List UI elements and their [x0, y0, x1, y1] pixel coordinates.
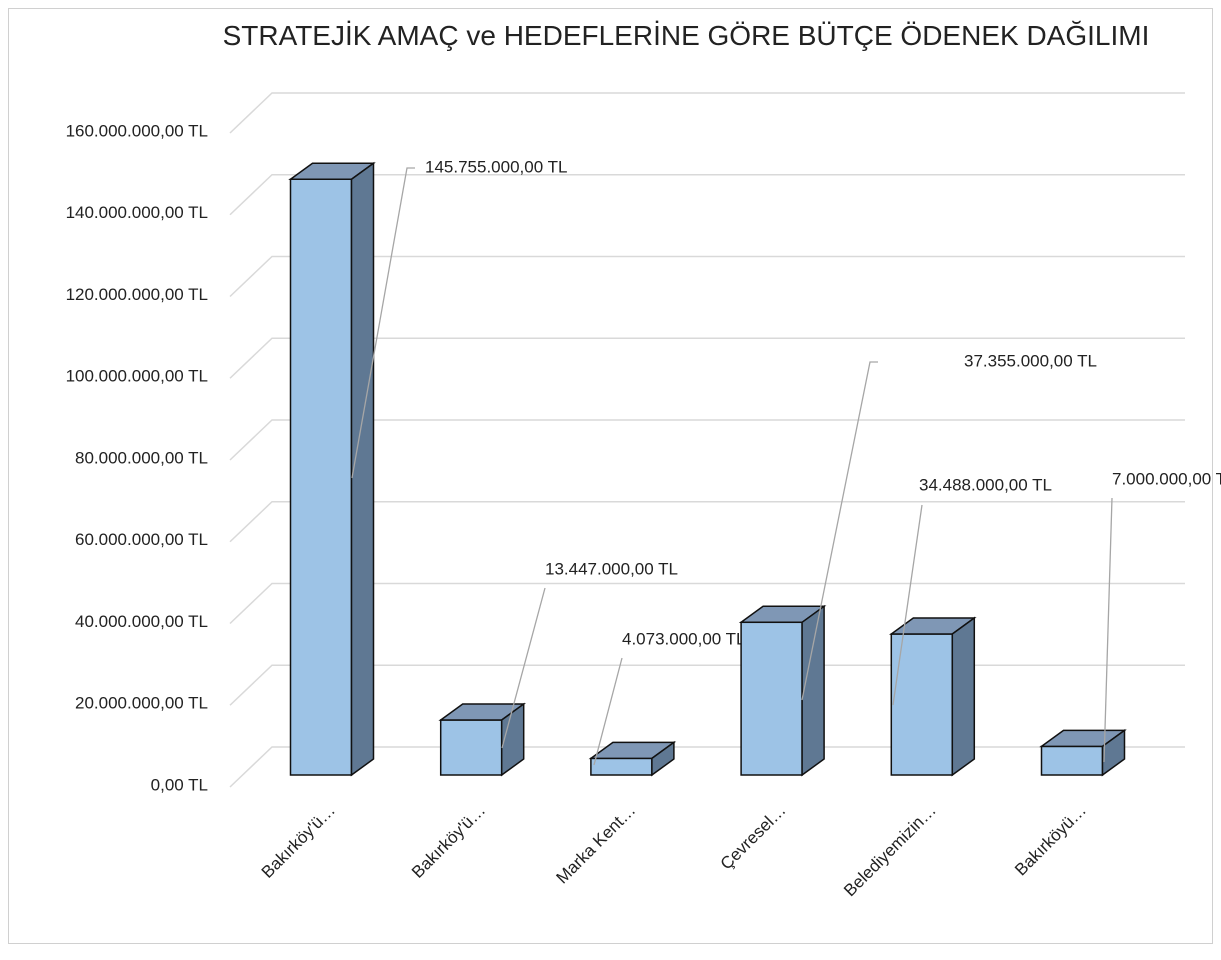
y-tick-label: 160.000.000,00 TL [66, 121, 208, 140]
grid-line [229, 746, 1185, 788]
data-label: 37.355.000,00 TL [964, 351, 1097, 370]
bar-side [651, 740, 675, 777]
grid-line [229, 255, 1185, 298]
bar-front [890, 633, 954, 776]
y-tick-label: 140.000.000,00 TL [66, 203, 208, 222]
bar-front [1040, 745, 1104, 776]
y-tick-label: 100.000.000,00 TL [66, 367, 208, 386]
grid-line [229, 501, 1185, 543]
leader-line [593, 657, 623, 766]
y-tick-label: 80.000.000,00 TL [75, 448, 208, 467]
y-tick-label: 20.000.000,00 TL [75, 694, 208, 713]
leader-line [1103, 497, 1113, 763]
bar-side [951, 616, 976, 777]
bar-side [500, 702, 525, 777]
leader-line [892, 504, 923, 706]
grid-line [229, 582, 1185, 625]
grid-line [229, 174, 1185, 216]
leader-line [801, 361, 878, 701]
grid-line [229, 419, 1185, 461]
bar-front [439, 719, 503, 776]
grid-line [229, 337, 1185, 379]
data-label: 145.755.000,00 TL [425, 157, 567, 176]
grid-line [229, 664, 1185, 706]
bar-front [289, 178, 353, 776]
y-tick-label: 120.000.000,00 TL [66, 285, 208, 304]
leader-line [351, 167, 415, 479]
leader-line [501, 587, 546, 749]
y-tick-label: 0,00 TL [151, 775, 208, 794]
bar-side [801, 604, 825, 777]
data-label: 7.000.000,00 TL [1112, 469, 1221, 488]
bar-side [350, 161, 375, 777]
y-tick-label: 60.000.000,00 TL [75, 530, 208, 549]
data-label: 34.488.000,00 TL [919, 475, 1052, 494]
grid-line [229, 92, 1185, 134]
data-label: 4.073.000,00 TL [622, 629, 746, 648]
bar-front [740, 621, 803, 776]
chart-title: STRATEJİK AMAÇ ve HEDEFLERİNE GÖRE BÜTÇE… [222, 20, 1150, 51]
y-tick-label: 40.000.000,00 TL [75, 612, 208, 631]
data-label: 13.447.000,00 TL [545, 559, 678, 578]
bar-side [1101, 728, 1126, 777]
chart-frame [8, 8, 1213, 944]
bar-front [590, 757, 653, 776]
